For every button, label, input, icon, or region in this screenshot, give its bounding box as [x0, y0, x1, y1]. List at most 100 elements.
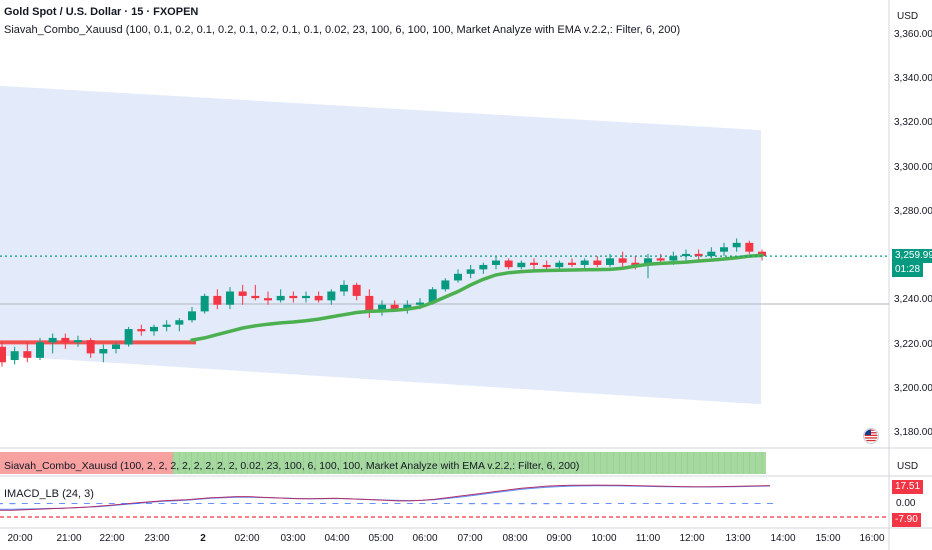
macd-histogram-bar	[444, 503, 451, 504]
pane2-legend[interactable]: Siavah_Combo_Xauusd (100, 2, 2, 2, 2, 2,…	[4, 460, 580, 472]
price-tick-label: 3,220.00	[894, 338, 932, 350]
macd-histogram-bar	[456, 503, 463, 505]
candle-body	[745, 242, 754, 252]
candle-body	[238, 291, 247, 296]
macd-histogram-bar	[593, 503, 600, 504]
time-tick-label: 03:00	[280, 533, 306, 544]
candle-body	[137, 329, 146, 332]
candle-body	[441, 280, 450, 290]
candle-body	[188, 311, 196, 321]
candle-body	[99, 348, 108, 354]
macd-histogram-bar	[642, 503, 649, 504]
macd-histogram-bar	[270, 503, 277, 504]
macd-histogram-bar	[394, 503, 401, 504]
macd-histogram-bar	[605, 503, 612, 504]
candle-body	[276, 295, 285, 301]
candle-body	[504, 260, 513, 268]
candle-body	[454, 273, 462, 281]
candle-body	[694, 253, 703, 257]
macd-histogram-bar	[9, 503, 16, 505]
candle-body	[479, 264, 488, 270]
macd-histogram-bar	[742, 503, 749, 504]
candle-body	[631, 262, 640, 265]
macd-histogram-bar	[282, 503, 289, 504]
candle-body	[530, 262, 538, 265]
macd-histogram-bar	[692, 503, 699, 504]
macd-histogram-bar	[158, 503, 165, 504]
macd-histogram-bar	[307, 503, 314, 504]
macd-low-tag: -7.90	[892, 513, 921, 527]
macd-histogram-bar	[170, 503, 177, 504]
macd-histogram-bar	[146, 503, 153, 504]
time-tick-label: 08:00	[502, 533, 528, 544]
candle-body	[555, 262, 564, 268]
candle-body	[682, 253, 690, 257]
macd-histogram-bar	[257, 503, 264, 504]
macd-histogram-bar	[617, 503, 624, 504]
macd-histogram-bar	[580, 503, 587, 504]
candle-body	[213, 295, 222, 305]
us-flag-icon[interactable]	[863, 428, 879, 444]
bar-countdown-tag: 01:28	[892, 263, 924, 277]
candle-body	[112, 344, 120, 349]
macd-histogram-bar	[232, 503, 239, 504]
currency-label[interactable]: USD	[897, 11, 919, 22]
time-tick-label: 21:00	[56, 533, 82, 544]
signal-band-red	[0, 452, 173, 474]
candle-body	[492, 260, 500, 265]
pane2-currency-label: USD	[897, 461, 919, 472]
candle-body	[517, 262, 526, 268]
candle-body	[200, 295, 209, 312]
macd-histogram-bar	[220, 503, 227, 504]
macd-histogram-bar	[431, 503, 438, 504]
macd-histogram-bar	[518, 503, 525, 505]
pane3-legend[interactable]: IMACD_LB (24, 3)	[4, 488, 94, 500]
price-tick-label: 3,320.00	[894, 117, 932, 129]
macd-histogram-bar	[245, 503, 252, 504]
macd-histogram-bar	[468, 503, 475, 505]
candle-body	[542, 264, 551, 268]
price-tick-label: 3,180.00	[894, 427, 932, 438]
candle-body	[669, 256, 678, 261]
candle-body	[606, 258, 614, 265]
time-tick-label: 09:00	[546, 533, 572, 544]
time-tick-label: 15:00	[815, 533, 841, 544]
macd-histogram-bar	[767, 503, 773, 504]
macd-histogram-bar	[655, 503, 662, 504]
indicator-legend[interactable]: Siavah_Combo_Xauusd (100, 0.1, 0.2, 0.1,…	[4, 24, 681, 36]
candle-body	[36, 342, 44, 358]
candle-body	[314, 295, 323, 301]
macd-histogram-bar	[21, 503, 28, 504]
time-tick-label: 20:00	[7, 533, 33, 544]
macd-histogram-bar	[506, 503, 513, 505]
macd-histogram-bar	[357, 503, 364, 504]
candle-body	[340, 284, 348, 292]
macd-histogram-bar	[133, 503, 140, 504]
macd-histogram-bar	[704, 503, 711, 504]
candle-body	[732, 242, 741, 248]
macd-histogram-bar	[96, 503, 103, 504]
candle-body	[74, 340, 82, 343]
last-price-tag: 3,259.99	[892, 249, 932, 263]
candle-body	[365, 295, 374, 312]
candle-body	[10, 351, 19, 361]
time-tick-label: 02:00	[234, 533, 260, 544]
time-tick-label: 13:00	[725, 533, 751, 544]
candle-body	[264, 298, 272, 301]
candle-body	[403, 304, 412, 310]
ema-line	[190, 253, 764, 342]
macd-histogram-bar	[108, 503, 115, 504]
time-tick-label: 2	[200, 533, 206, 544]
time-tick-label: 04:00	[324, 533, 350, 544]
macd-high-tag: 17.51	[892, 480, 924, 494]
macd-histogram-bar	[46, 503, 53, 504]
macd-histogram-bar	[419, 503, 426, 504]
macd-histogram-bar	[543, 503, 550, 505]
candle-body	[251, 295, 260, 299]
price-tick-label: 3,340.00	[894, 73, 932, 85]
macd-histogram-bar	[83, 503, 90, 504]
macd-histogram-bar	[568, 503, 575, 504]
macd-histogram-bar	[531, 503, 538, 505]
projection-band	[0, 85, 761, 405]
